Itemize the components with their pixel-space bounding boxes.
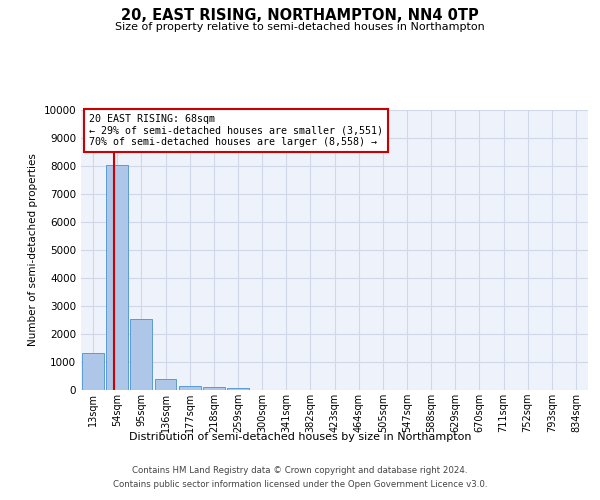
Bar [130, 320, 152, 390]
Bar [82, 353, 104, 390]
Bar [227, 388, 249, 390]
Text: Distribution of semi-detached houses by size in Northampton: Distribution of semi-detached houses by … [129, 432, 471, 442]
Text: 20 EAST RISING: 68sqm
← 29% of semi-detached houses are smaller (3,551)
70% of s: 20 EAST RISING: 68sqm ← 29% of semi-deta… [89, 114, 383, 148]
Text: 20, EAST RISING, NORTHAMPTON, NN4 0TP: 20, EAST RISING, NORTHAMPTON, NN4 0TP [121, 8, 479, 22]
Bar [203, 386, 224, 390]
Bar [179, 386, 200, 390]
Text: Size of property relative to semi-detached houses in Northampton: Size of property relative to semi-detach… [115, 22, 485, 32]
Text: Contains HM Land Registry data © Crown copyright and database right 2024.: Contains HM Land Registry data © Crown c… [132, 466, 468, 475]
Bar [155, 379, 176, 390]
Bar [106, 164, 128, 390]
Y-axis label: Number of semi-detached properties: Number of semi-detached properties [28, 154, 38, 346]
Text: Contains public sector information licensed under the Open Government Licence v3: Contains public sector information licen… [113, 480, 487, 489]
